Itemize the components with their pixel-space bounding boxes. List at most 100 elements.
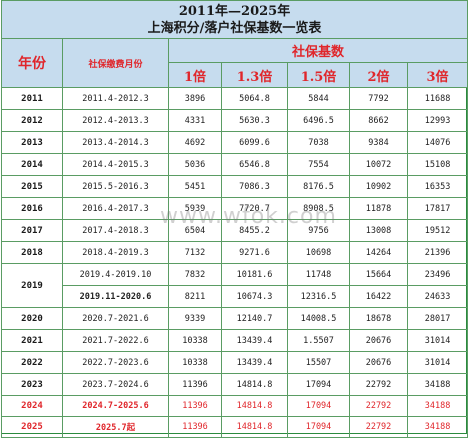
year-cell: 2013 [1, 131, 63, 154]
title-line-1: 2011年—2025年 [178, 3, 291, 19]
header-mult-2: 2倍 [349, 62, 408, 88]
period-cell: 2025.7起 [62, 416, 169, 438]
value-cell: 8908.5 [287, 197, 350, 220]
value-cell: 19512 [406, 219, 469, 242]
header-year: 年份 [1, 38, 63, 88]
period-cell: 2014.4-2015.3 [62, 153, 169, 176]
value-cell: 13439.4 [221, 351, 288, 374]
period-cell: 2012.4-2013.3 [62, 109, 169, 132]
header-mult-3: 3倍 [406, 62, 469, 88]
value-cell: 22792 [349, 395, 408, 417]
period-cell: 2011.4-2012.3 [62, 87, 169, 110]
period-cell: 2021.7-2022.6 [62, 329, 169, 352]
table-row: 2017 2017.4-2018.3 6504 8455.2 9756 13008 1951… [1, 219, 469, 242]
value-cell: 12993 [406, 109, 469, 132]
value-cell: 11396 [168, 395, 222, 417]
value-cell: 5036 [168, 153, 222, 176]
value-cell: 9271.6 [221, 241, 288, 264]
period-cell: 2016.4-2017.3 [62, 197, 169, 220]
year-cell: 2020 [1, 307, 63, 330]
value-cell: 31014 [406, 351, 469, 374]
value-cell: 7132 [168, 241, 222, 264]
value-cell: 9339 [168, 307, 222, 330]
year-cell: 2017 [1, 219, 63, 242]
header-group: 社保基数 [167, 38, 469, 63]
table-row: 2014 2014.4-2015.3 5036 6546.8 7554 10072 1510… [1, 153, 469, 176]
year-cell: 2022 [1, 351, 63, 374]
period-cell: 2019.4-2019.10 [62, 263, 169, 286]
table-row: 2025 2025.7起 11396 14814.8 17094 22792 34188 [1, 416, 469, 438]
header-mult-1: 1倍 [168, 62, 222, 88]
value-cell: 11396 [168, 373, 222, 396]
year-cell: 2011 [1, 87, 63, 110]
table-row: 2024 2024.7-2025.6 11396 14814.8 17094 22792 3… [1, 395, 469, 417]
value-cell: 5064.8 [221, 87, 288, 110]
value-cell: 18678 [349, 307, 408, 330]
value-cell: 7792 [349, 87, 408, 110]
value-cell: 34188 [406, 416, 469, 438]
value-cell: 7554 [287, 153, 350, 176]
table-row: 2023 2023.7-2024.6 11396 14814.8 17094 22792 3… [1, 373, 469, 396]
value-cell: 8662 [349, 109, 408, 132]
value-cell: 14814.8 [221, 373, 288, 396]
value-cell: 11748 [287, 263, 350, 286]
year-cell: 2025 [1, 416, 63, 438]
value-cell: 7720.7 [221, 197, 288, 220]
value-cell: 22792 [349, 416, 408, 438]
table-title: 2011年—2025年 上海积分/落户社保基数一览表 [0, 0, 469, 39]
year-cell: 2021 [1, 329, 63, 352]
value-cell: 34188 [406, 373, 469, 396]
value-cell: 9384 [349, 131, 408, 154]
value-cell: 10674.3 [221, 285, 288, 308]
value-cell: 24633 [406, 285, 469, 308]
table-row: 2016 2016.4-2017.3 5939 7720.7 8908.5 11878 17… [1, 197, 469, 220]
value-cell: 17094 [287, 395, 350, 417]
period-cell: 2022.7-2023.6 [62, 351, 169, 374]
value-cell: 8176.5 [287, 175, 350, 198]
period-cell: 2024.7-2025.6 [62, 395, 169, 417]
value-cell: 6099.6 [221, 131, 288, 154]
year-cell: 2019 [1, 263, 63, 308]
value-cell: 9756 [287, 219, 350, 242]
value-cell: 4331 [168, 109, 222, 132]
table-row: 2013 2013.4-2014.3 4692 6099.6 7038 9384 14076 [1, 131, 469, 154]
value-cell: 16422 [349, 285, 408, 308]
value-cell: 4692 [168, 131, 222, 154]
value-cell: 6504 [168, 219, 222, 242]
year-cell: 2024 [1, 395, 63, 417]
value-cell: 10338 [168, 329, 222, 352]
value-cell: 17817 [406, 197, 469, 220]
value-cell: 17094 [287, 416, 350, 438]
value-cell: 14814.8 [221, 395, 288, 417]
value-cell: 21396 [406, 241, 469, 264]
table-row: 2011 2011.4-2012.3 3896 5064.8 5844 7792 11688 [1, 87, 469, 110]
value-cell: 10338 [168, 351, 222, 374]
value-cell: 15507 [287, 351, 350, 374]
value-cell: 14264 [349, 241, 408, 264]
period-cell: 2023.7-2024.6 [62, 373, 169, 396]
value-cell: 15108 [406, 153, 469, 176]
value-cell: 17094 [287, 373, 350, 396]
value-cell: 13439.4 [221, 329, 288, 352]
period-cell: 2020.7-2021.6 [62, 307, 169, 330]
value-cell: 22792 [349, 373, 408, 396]
value-cell: 10902 [349, 175, 408, 198]
title-line-2: 上海积分/落户社保基数一览表 [147, 20, 322, 36]
value-cell: 8455.2 [221, 219, 288, 242]
value-cell: 14814.8 [221, 416, 288, 438]
value-cell: 14008.5 [287, 307, 350, 330]
value-cell: 5451 [168, 175, 222, 198]
value-cell: 3896 [168, 87, 222, 110]
year-cell: 2014 [1, 153, 63, 176]
table-row: 2022 2022.7-2023.6 10338 13439.4 15507 20676 3… [1, 351, 469, 374]
value-cell: 20676 [349, 329, 408, 352]
table-row: 2018 2018.4-2019.3 7132 9271.6 10698 14264 213… [1, 241, 469, 264]
value-cell: 7038 [287, 131, 350, 154]
table-row: 2015 2015.5-2016.3 5451 7086.3 8176.5 10902 16… [1, 175, 469, 198]
value-cell: 13008 [349, 219, 408, 242]
year-cell: 2012 [1, 109, 63, 132]
header-mult-1-5: 1.5倍 [287, 62, 350, 88]
value-cell: 10698 [287, 241, 350, 264]
period-cell: 2013.4-2014.3 [62, 131, 169, 154]
value-cell: 1.5507 [287, 329, 350, 352]
